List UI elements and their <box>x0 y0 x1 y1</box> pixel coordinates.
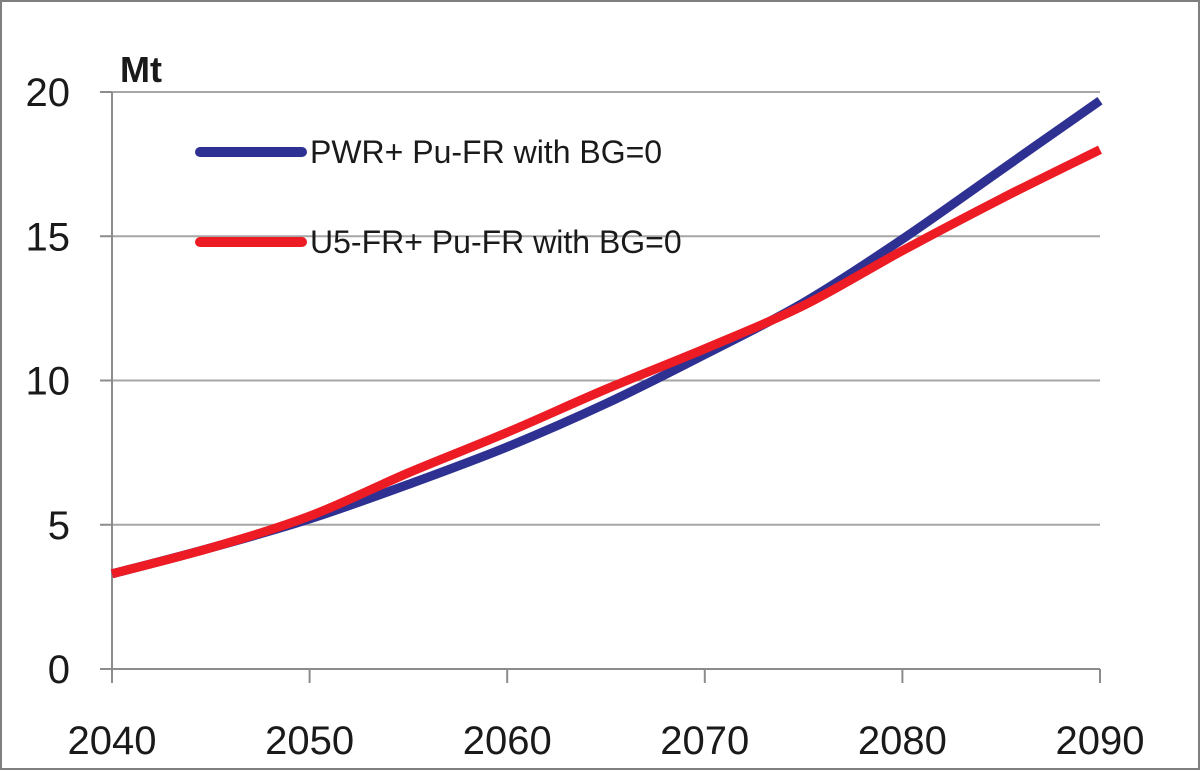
axes <box>100 91 1101 683</box>
x-tick-label: 2050 <box>265 719 354 763</box>
legend: PWR+ Pu-FR with BG=0 U5-FR+ Pu-FR with BG… <box>195 134 682 260</box>
x-tick-label: 2040 <box>68 719 157 763</box>
x-tick-label: 2090 <box>1056 719 1145 763</box>
legend-label: PWR+ Pu-FR with BG=0 <box>310 134 662 170</box>
y-tick-label: 15 <box>26 215 71 259</box>
x-tick-label: 2060 <box>463 719 552 763</box>
series-line-0 <box>110 97 1103 579</box>
gridlines <box>112 91 1100 526</box>
x-tick-label: 2070 <box>660 719 749 763</box>
series-line-1 <box>110 145 1103 579</box>
y-tick-label: 0 <box>48 648 70 692</box>
y-tick-label: 5 <box>48 504 70 548</box>
x-tick-label: 2080 <box>858 719 947 763</box>
y-tick-label: 20 <box>26 71 71 115</box>
y-unit-label: Mt <box>120 49 162 90</box>
series-lines <box>110 97 1103 579</box>
legend-label: U5-FR+ Pu-FR with BG=0 <box>310 224 682 260</box>
y-tick-label: 10 <box>26 360 71 404</box>
tick-labels: 0 5 10 15 20 2040 2050 2060 2070 2080 2090 <box>26 71 1145 763</box>
